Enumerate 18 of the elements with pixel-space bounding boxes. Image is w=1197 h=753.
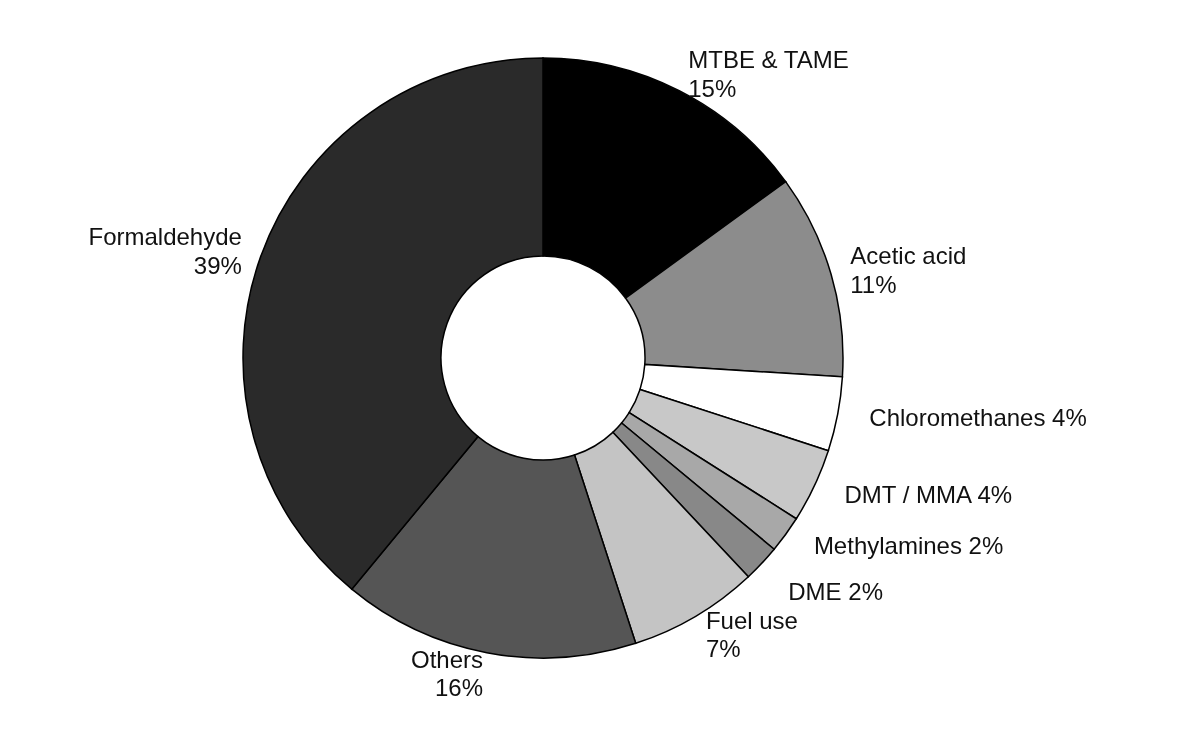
- data-label: 2%: [968, 532, 1004, 560]
- data-label: 7%: [705, 635, 741, 663]
- slice-label: Chloromethanes: [869, 404, 1046, 432]
- data-label: 11%: [850, 270, 897, 298]
- data-label: 39%: [193, 251, 242, 279]
- slice-label: DME: [788, 578, 842, 606]
- data-label: 15%: [688, 74, 737, 102]
- slice-label: Others: [411, 645, 484, 673]
- data-label: 16%: [434, 674, 484, 702]
- slice-label: DMT / MMA: [844, 480, 971, 508]
- slice-label: Methylamines: [813, 532, 962, 560]
- data-label: 4%: [977, 480, 1013, 508]
- slice-label: Formaldehyde: [88, 222, 242, 250]
- slice-label: MTBE & TAME: [688, 46, 849, 74]
- data-label: 4%: [1052, 404, 1087, 432]
- data-label: 2%: [848, 578, 883, 606]
- slice-label: Acetic acid: [850, 241, 967, 269]
- slice-label: Fuel use: [705, 606, 798, 634]
